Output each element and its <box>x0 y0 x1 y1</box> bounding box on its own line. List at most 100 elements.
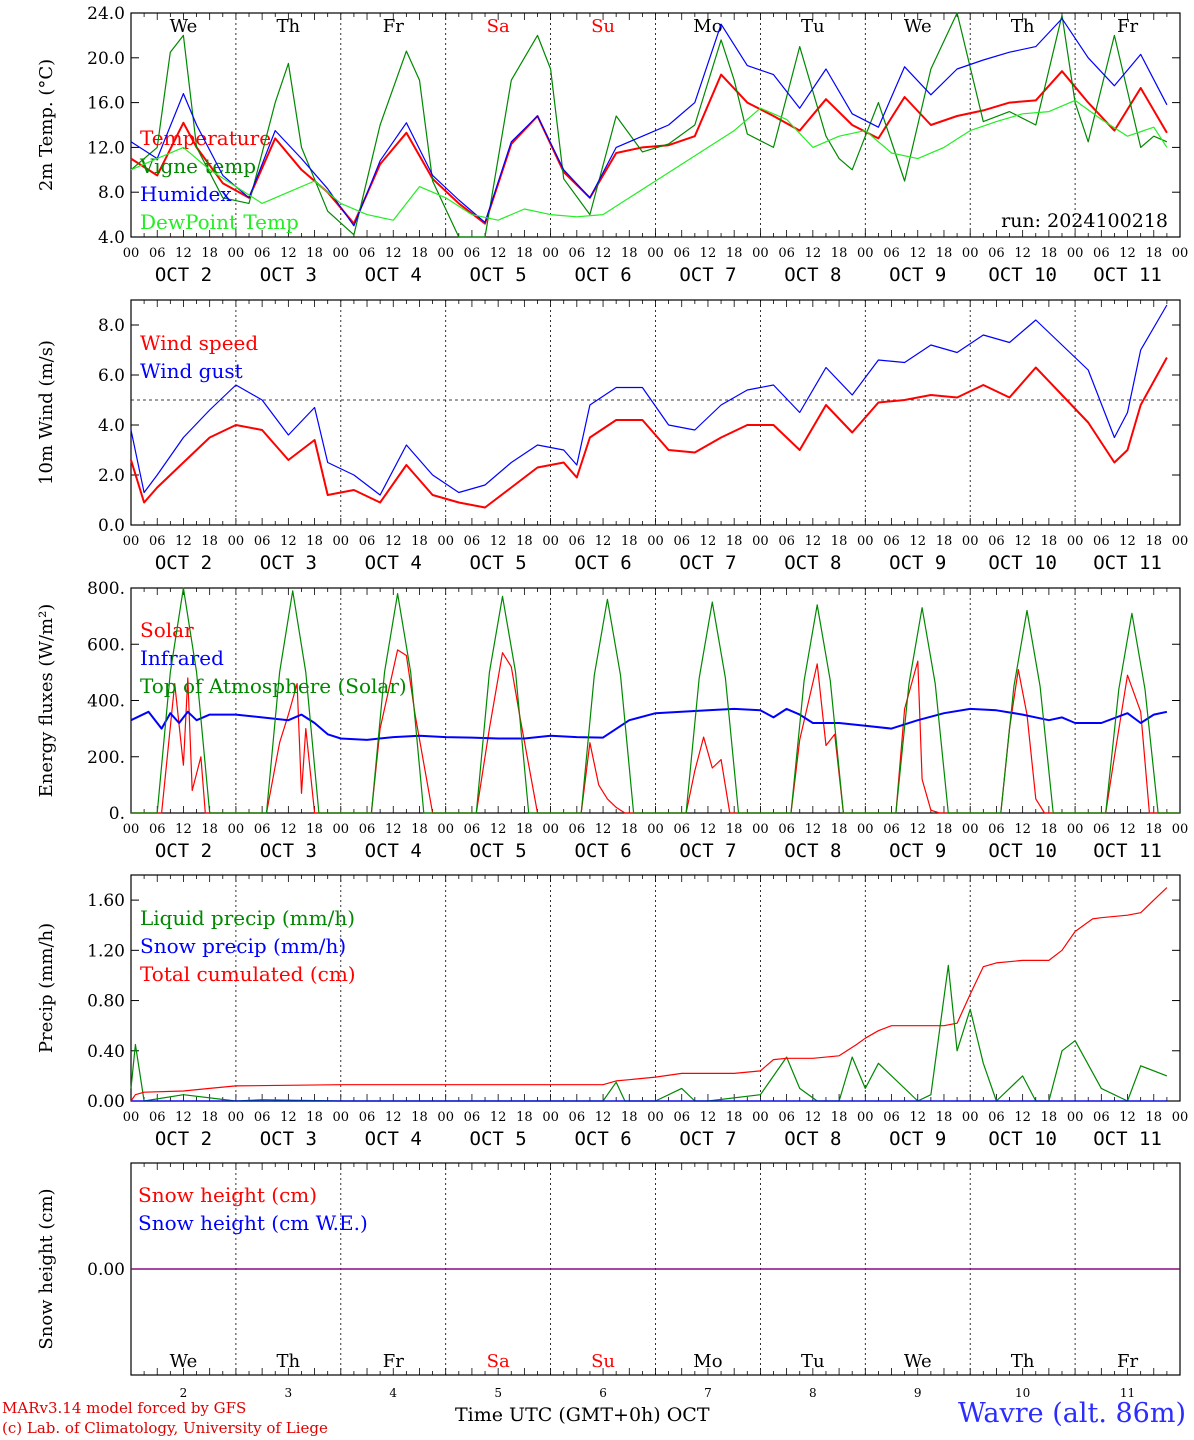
hour-label: 06 <box>778 822 795 837</box>
date-label: OCT 3 <box>260 840 317 862</box>
hour-label: 00 <box>1067 1110 1084 1125</box>
hour-label: 00 <box>752 822 769 837</box>
hour-label: 00 <box>1067 246 1084 261</box>
date-label: OCT 4 <box>365 1128 422 1150</box>
hour-label: 18 <box>1146 1110 1163 1125</box>
hour-label: 12 <box>700 246 717 261</box>
hour-label: 06 <box>778 246 795 261</box>
hour-label: 12 <box>1014 246 1031 261</box>
day-number-label: 6 <box>599 1386 607 1400</box>
date-label: OCT 2 <box>155 552 212 574</box>
weekday-label: Fr <box>383 16 404 37</box>
weekday-label: Mo <box>693 1351 722 1372</box>
y-axis-label: Snow height (cm) <box>36 1188 57 1349</box>
hour-label: 12 <box>1119 534 1136 549</box>
hour-label: 18 <box>516 534 533 549</box>
hour-label: 00 <box>542 822 559 837</box>
y-tick-label: 0.80 <box>87 992 125 1012</box>
hour-label: 12 <box>700 534 717 549</box>
date-label: OCT 9 <box>889 840 946 862</box>
hour-label: 00 <box>437 246 454 261</box>
hour-label: 06 <box>1093 1110 1110 1125</box>
y-tick-label: 800. <box>87 579 125 599</box>
hour-label: 12 <box>595 1110 612 1125</box>
hour-label: 12 <box>175 246 192 261</box>
hour-label: 00 <box>228 534 245 549</box>
hour-label: 18 <box>936 246 953 261</box>
hour-label: 06 <box>778 1110 795 1125</box>
date-label: OCT 8 <box>784 1128 841 1150</box>
hour-label: 18 <box>306 1110 323 1125</box>
date-label: OCT 7 <box>679 1128 736 1150</box>
date-label: OCT 10 <box>988 264 1057 286</box>
hour-label: 18 <box>1041 1110 1058 1125</box>
y-tick-label: 0.00 <box>87 1092 125 1112</box>
day-number-label: 10 <box>1015 1386 1030 1400</box>
date-label: OCT 10 <box>988 552 1057 574</box>
day-number-label: 11 <box>1120 1386 1135 1400</box>
hour-label: 12 <box>385 1110 402 1125</box>
hour-label: 00 <box>228 822 245 837</box>
date-label: OCT 4 <box>365 552 422 574</box>
date-label: OCT 7 <box>679 264 736 286</box>
weekday-label: We <box>904 16 932 37</box>
hour-label: 12 <box>1014 534 1031 549</box>
hour-label: 18 <box>201 822 218 837</box>
hour-label: 12 <box>909 822 926 837</box>
series-line <box>130 12 1168 238</box>
hour-label: 06 <box>569 246 586 261</box>
hour-label: 12 <box>175 534 192 549</box>
hour-label: 12 <box>280 822 297 837</box>
hour-label: 12 <box>490 822 507 837</box>
hour-label: 18 <box>831 534 848 549</box>
hour-label: 18 <box>726 246 743 261</box>
hour-label: 00 <box>647 246 664 261</box>
hour-label: 18 <box>201 534 218 549</box>
hour-label: 18 <box>306 822 323 837</box>
date-label: OCT 5 <box>470 552 527 574</box>
weekday-label: Su <box>591 16 615 37</box>
date-label: OCT 6 <box>574 552 631 574</box>
hour-label: 00 <box>123 246 140 261</box>
y-tick-label: 8.0 <box>98 316 125 336</box>
hour-label: 18 <box>936 534 953 549</box>
hour-label: 06 <box>149 1110 166 1125</box>
hour-label: 12 <box>805 246 822 261</box>
hour-label: 12 <box>595 534 612 549</box>
legend-label: Total cumulated (cm) <box>140 962 356 986</box>
weekday-label: Th <box>277 16 301 37</box>
date-label: OCT 3 <box>260 552 317 574</box>
weekday-label: Sa <box>487 1351 510 1372</box>
hour-label: 06 <box>988 822 1005 837</box>
hour-label: 12 <box>385 246 402 261</box>
date-label: OCT 4 <box>365 840 422 862</box>
date-label: OCT 10 <box>988 1128 1057 1150</box>
y-axis-label: Precip (mm/h) <box>36 923 57 1053</box>
run-label: run: 2024100218 <box>1001 210 1168 232</box>
legend-label: DewPoint Temp <box>140 210 299 234</box>
hour-label: 12 <box>490 534 507 549</box>
legend-label: Snow precip (mm/h) <box>140 934 346 958</box>
weekday-label: Fr <box>383 1351 404 1372</box>
hour-label: 06 <box>778 534 795 549</box>
legend-label: Snow height (cm W.E.) <box>138 1211 368 1235</box>
series-line <box>130 357 1168 509</box>
hour-label: 00 <box>542 534 559 549</box>
hour-label: 12 <box>909 1110 926 1125</box>
y-tick-label: 400. <box>87 692 125 712</box>
hour-label: 18 <box>411 534 428 549</box>
day-number-label: 8 <box>809 1386 817 1400</box>
hour-label: 06 <box>569 534 586 549</box>
hour-label: 12 <box>595 246 612 261</box>
hour-label: 00 <box>1172 822 1189 837</box>
hour-label: 06 <box>569 1110 586 1125</box>
weekday-label: Fr <box>1117 1351 1138 1372</box>
hour-label: 18 <box>411 1110 428 1125</box>
hour-label: 00 <box>1067 822 1084 837</box>
hour-label: 12 <box>385 822 402 837</box>
date-label: OCT 3 <box>260 1128 317 1150</box>
date-label: OCT 6 <box>574 264 631 286</box>
hour-label: 00 <box>857 246 874 261</box>
y-tick-label: 200. <box>87 748 125 768</box>
station-name: Wavre (alt. 86m) <box>958 1398 1186 1429</box>
